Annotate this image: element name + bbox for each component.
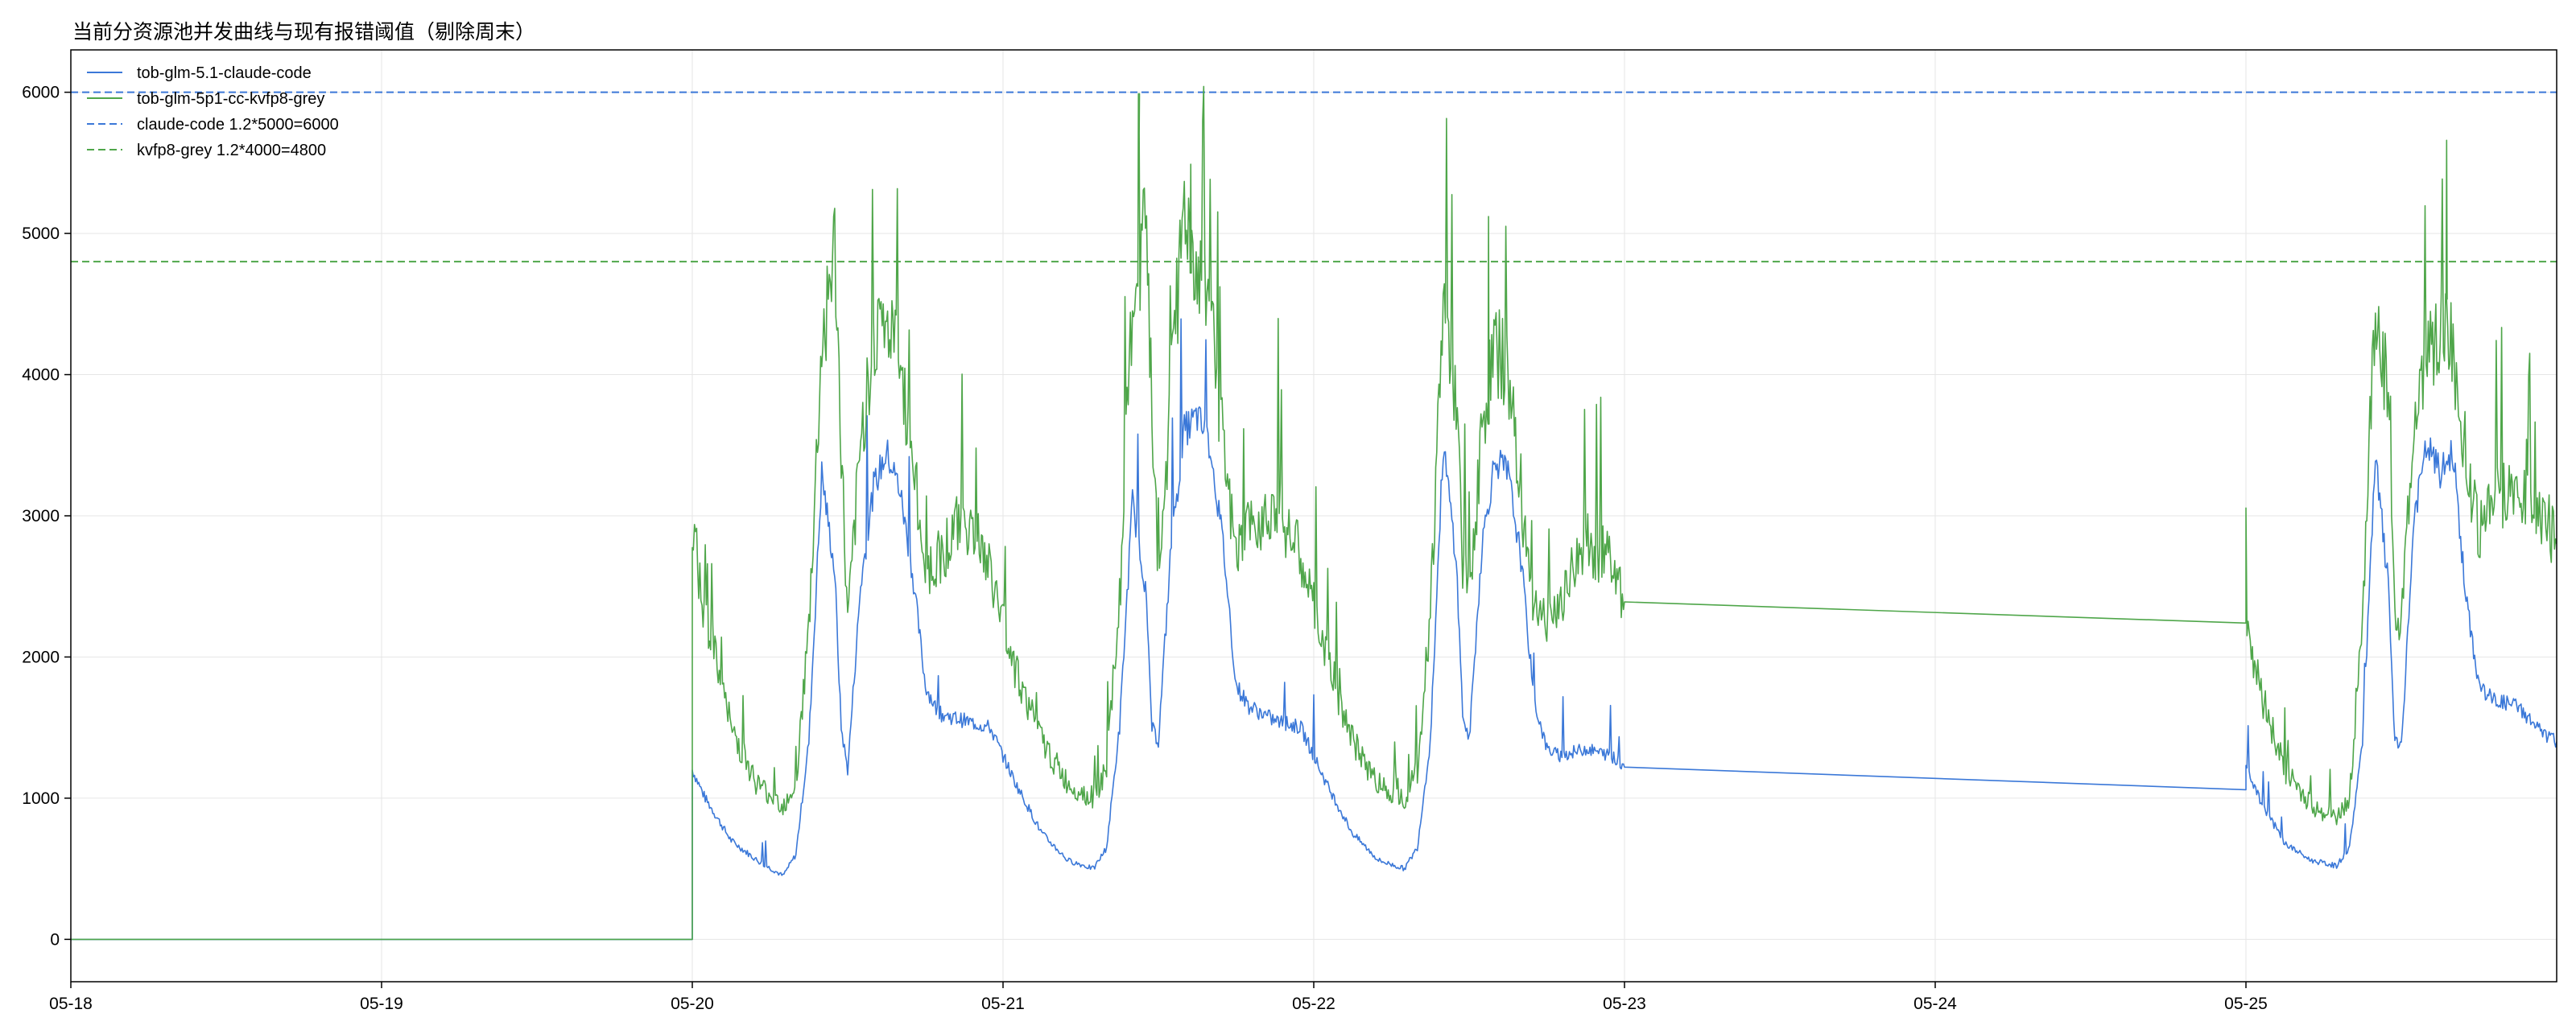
y-axis: 0 1000 2000 3000 4000 5000 6000 [22, 84, 71, 949]
x-tick-label: 05-25 [2224, 995, 2268, 1013]
y-tick-label: 5000 [22, 225, 60, 243]
series-layer [71, 85, 2557, 941]
x-tick-label: 05-19 [360, 995, 403, 1013]
x-tick-label: 05-22 [1292, 995, 1335, 1013]
y-tick-label: 0 [50, 930, 60, 949]
series-line-1 [71, 318, 2557, 941]
reference-lines [71, 91, 2557, 263]
legend-label: tob-glm-5p1-cc-kvfp8-grey [137, 90, 324, 108]
x-tick-label: 05-18 [49, 995, 93, 1013]
legend-label: tob-glm-5.1-claude-code [137, 64, 312, 82]
y-tick-label: 4000 [22, 366, 60, 385]
y-tick-label: 2000 [22, 648, 60, 666]
x-tick-label: 05-21 [981, 995, 1025, 1013]
x-tick-label: 05-20 [671, 995, 714, 1013]
chart-title: 当前分资源池并发曲线与现有报错阈值（剔除周末） [72, 20, 536, 43]
legend-label: kvfp8-grey 1.2*4000=4800 [137, 142, 326, 159]
y-tick-label: 3000 [22, 507, 60, 525]
series-line-2 [71, 85, 2557, 941]
y-tick-label: 1000 [22, 789, 60, 808]
legend-label: claude-code 1.2*5000=6000 [137, 116, 339, 134]
x-tick-label: 05-23 [1603, 995, 1646, 1013]
grid-layer [70, 50, 2557, 982]
x-tick-label: 05-24 [1913, 995, 1957, 1013]
legend: tob-glm-5.1-claude-code tob-glm-5p1-cc-kv… [87, 64, 339, 159]
x-axis: 05-18 05-19 05-20 05-21 05-22 05-23 05-24 05-25 [49, 982, 2268, 1013]
y-tick-label: 6000 [22, 84, 60, 102]
